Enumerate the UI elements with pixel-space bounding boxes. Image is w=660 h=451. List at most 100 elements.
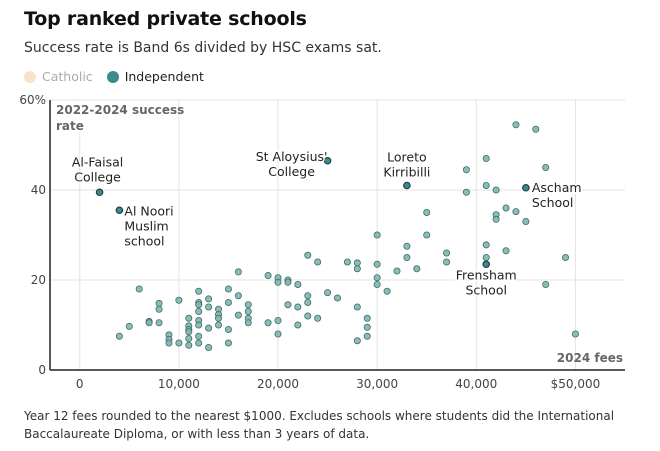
school-point	[195, 321, 203, 329]
school-point	[175, 296, 183, 304]
legend-swatch-catholic	[24, 70, 36, 83]
school-point	[353, 337, 361, 345]
school-point	[155, 319, 163, 327]
x-tick-label: 10,000	[158, 377, 200, 391]
school-point	[195, 332, 203, 340]
school-point	[224, 339, 232, 347]
legend: Catholic Independent	[24, 69, 218, 84]
school-point	[373, 274, 381, 282]
school-point	[244, 301, 252, 309]
point-annotation: Ascham School	[532, 180, 582, 210]
school-point	[284, 278, 292, 286]
school-point	[165, 339, 173, 347]
x-tick-label: $50,000	[551, 377, 601, 391]
legend-item-independent[interactable]: Independent	[106, 69, 204, 84]
legend-swatch-independent	[106, 70, 119, 83]
school-point	[502, 204, 510, 212]
school-point	[294, 321, 302, 329]
school-point	[522, 217, 530, 225]
footnote: Year 12 fees rounded to the nearest $100…	[24, 409, 615, 441]
school-point	[314, 258, 322, 266]
y-tick-label: 0	[38, 363, 46, 377]
labelled-school-point	[95, 188, 104, 197]
school-point	[363, 314, 371, 322]
y-axis-label-bg	[52, 101, 164, 133]
school-point	[324, 289, 332, 297]
school-point	[562, 253, 570, 261]
y-axis-label: 2022-2024 success rate	[56, 103, 184, 133]
school-point	[314, 314, 322, 322]
school-point	[205, 324, 213, 332]
school-point	[195, 301, 203, 309]
legend-label-catholic: Catholic	[42, 69, 93, 84]
school-point	[353, 265, 361, 273]
x-tick-label: 0	[76, 377, 84, 391]
labelled-school-point	[323, 156, 332, 165]
school-point	[224, 285, 232, 293]
school-point	[403, 253, 411, 261]
school-point	[185, 328, 193, 336]
school-point	[492, 215, 500, 223]
school-point	[185, 341, 193, 349]
school-point	[403, 242, 411, 250]
school-point	[195, 307, 203, 315]
school-point	[224, 298, 232, 306]
y-tick-label: 60%	[19, 93, 46, 107]
school-point	[175, 339, 183, 347]
point-annotation: Al Noori Muslim school	[124, 203, 173, 248]
school-point	[304, 298, 312, 306]
x-tick-label: 30,000	[356, 377, 398, 391]
school-point	[443, 249, 451, 257]
school-point	[353, 259, 361, 267]
school-point	[373, 260, 381, 268]
school-point	[353, 303, 361, 311]
point-annotation: St Aloysius' College	[256, 149, 328, 179]
school-point	[125, 322, 133, 330]
school-point	[274, 330, 282, 338]
school-point	[512, 121, 520, 129]
school-point	[274, 316, 282, 324]
school-point	[274, 278, 282, 286]
labelled-school-point	[482, 260, 491, 269]
chart-title: Top ranked private schools	[24, 8, 307, 30]
school-point	[234, 311, 242, 319]
school-point	[294, 280, 302, 288]
school-point	[234, 292, 242, 300]
school-point	[185, 314, 193, 322]
school-point	[304, 251, 312, 259]
x-axis-label: 2024 fees	[557, 351, 623, 365]
school-point	[423, 231, 431, 239]
school-point	[195, 287, 203, 295]
school-point	[215, 321, 223, 329]
school-point	[284, 301, 292, 309]
school-point	[195, 339, 203, 347]
school-point	[145, 319, 153, 327]
school-point	[571, 330, 579, 338]
school-point	[482, 241, 490, 249]
school-point	[264, 271, 272, 279]
school-point	[502, 247, 510, 255]
legend-item-catholic[interactable]: Catholic	[24, 69, 93, 84]
school-point	[393, 267, 401, 275]
school-point	[532, 125, 540, 133]
school-point	[363, 332, 371, 340]
y-tick-label: 40	[31, 183, 46, 197]
point-annotation: Frensham School	[456, 267, 517, 297]
school-point	[304, 292, 312, 300]
labelled-school-point	[403, 181, 411, 190]
school-point	[185, 334, 193, 342]
labelled-school-point	[522, 183, 530, 192]
school-point	[215, 314, 223, 322]
point-annotation: Loreto Kirribilli	[383, 150, 430, 180]
school-point	[135, 285, 143, 293]
school-point	[373, 231, 381, 239]
school-point	[363, 323, 371, 331]
school-point	[542, 280, 550, 288]
school-point	[205, 343, 213, 351]
y-tick-label: 20	[31, 273, 46, 287]
school-point	[482, 253, 490, 261]
school-point	[462, 166, 470, 174]
school-point	[383, 287, 391, 295]
school-point	[512, 208, 520, 216]
scatter-chart: 0 20 40 60% 0 10,000 20,000 30,000 40,000 $50,000…	[19, 93, 625, 391]
